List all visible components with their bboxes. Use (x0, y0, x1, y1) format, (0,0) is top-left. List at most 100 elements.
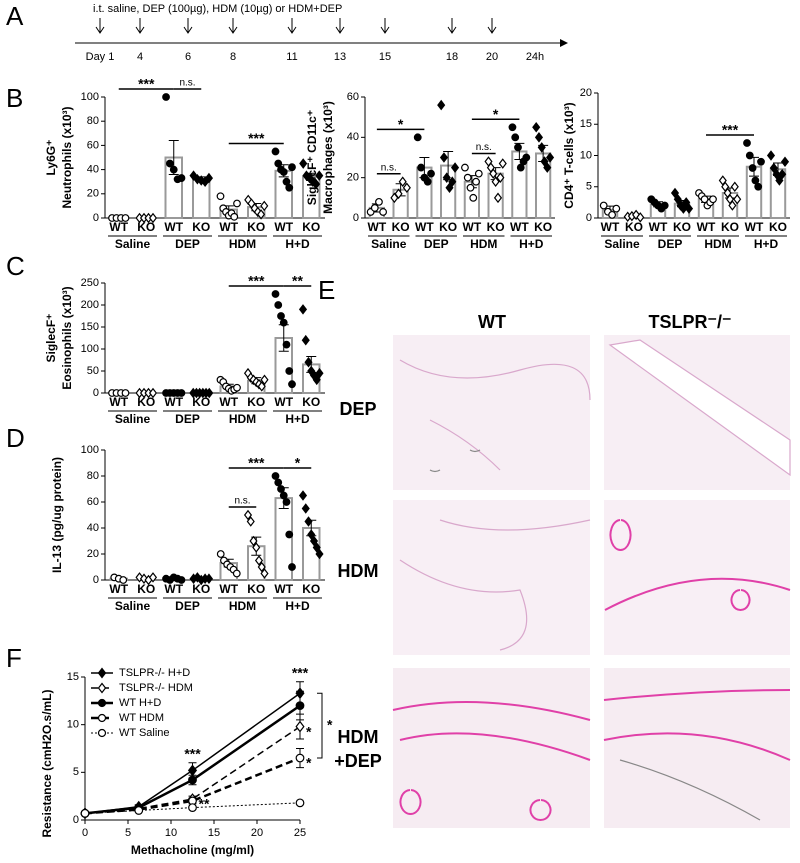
data-point (80, 808, 90, 818)
timeline-day: 4 (137, 51, 143, 63)
group-label: H+D (754, 237, 779, 251)
data-point (282, 498, 291, 506)
data-point (288, 163, 296, 172)
group-label: Saline (115, 599, 151, 613)
y-tick-label: 20 (87, 188, 99, 200)
data-point (766, 150, 776, 161)
data-point (169, 165, 178, 174)
data-point (165, 159, 174, 168)
data-point (249, 535, 258, 547)
y-axis-label: SiglecF⁺ (44, 313, 58, 362)
data-point (177, 576, 186, 584)
y-axis-label: Eosinophils (x10³) (60, 286, 74, 389)
dose-arrow-head (135, 26, 145, 34)
micrograph (393, 335, 590, 490)
data-point (463, 173, 472, 182)
y-tick-label: 60 (87, 496, 99, 508)
data-point (439, 152, 449, 163)
group-label: DEP (175, 599, 200, 613)
y-tick-label: 10 (580, 149, 592, 161)
data-point (299, 158, 308, 169)
data-point (177, 389, 186, 397)
data-point (312, 374, 321, 386)
data-point (257, 561, 266, 573)
data-point (748, 164, 757, 172)
data-point (279, 168, 288, 176)
bar (274, 169, 293, 219)
data-point (754, 182, 763, 191)
data-point (312, 542, 321, 553)
group-label: H+D (285, 412, 310, 426)
data-point (187, 764, 198, 777)
x-tick-label: KO (302, 220, 320, 234)
data-point (233, 383, 241, 392)
x-tick-label: KO (487, 220, 505, 234)
data-point (204, 573, 214, 584)
data-point (271, 290, 280, 298)
data-point (532, 121, 541, 133)
data-point (301, 503, 310, 514)
x-tick-label: WT (219, 220, 238, 234)
x-tick-label: KO (392, 220, 410, 234)
significance-label: ** (199, 796, 210, 812)
legend-marker (97, 682, 107, 694)
dose-arrow-head (335, 26, 345, 34)
significance-label: n.s. (381, 162, 397, 173)
data-point (757, 157, 765, 166)
data-point (243, 509, 253, 521)
data-point (733, 193, 742, 205)
data-point (508, 123, 517, 132)
data-point (780, 156, 790, 168)
data-point (709, 195, 717, 204)
significance-label: *** (248, 455, 265, 471)
group-label: Saline (604, 237, 640, 251)
data-point (543, 162, 552, 173)
x-tick-label: WT (164, 582, 183, 596)
x-tick-label: KO (439, 220, 457, 234)
data-point (728, 200, 737, 211)
x-tick-label: KO (247, 220, 265, 234)
data-point (205, 387, 214, 399)
column-label: WT (478, 312, 506, 332)
y-tick-label: 100 (81, 91, 99, 103)
data-point (540, 156, 549, 167)
x-tick-label: 10 (165, 827, 177, 839)
y-tick-label: 80 (87, 470, 99, 482)
x-tick-label: WT (463, 220, 482, 234)
data-point (398, 176, 407, 187)
y-axis-label: Ly6G⁺ (44, 140, 58, 176)
data-point (775, 175, 784, 186)
x-tick-label: KO (302, 395, 320, 409)
data-point (417, 163, 425, 172)
data-point (682, 197, 691, 208)
significance-label: *** (292, 664, 309, 680)
data-point (298, 490, 308, 501)
data-point (450, 162, 460, 173)
data-point (121, 214, 130, 222)
x-tick-label: KO (192, 220, 210, 234)
data-point (252, 542, 261, 553)
group-label: HDM (229, 412, 256, 426)
group-label: Saline (371, 237, 407, 251)
x-axis-label: Methacholine (mg/ml) (131, 843, 254, 857)
timeline-day: 11 (286, 51, 297, 63)
data-point (315, 548, 324, 560)
data-point (474, 169, 483, 178)
y-tick-label: 0 (93, 212, 99, 224)
data-point (312, 178, 321, 190)
y-tick-label: 0 (353, 212, 359, 224)
tissue (608, 339, 791, 477)
data-point (121, 389, 130, 397)
data-point (271, 472, 280, 480)
data-point (445, 182, 454, 194)
timeline-day: Day 1 (86, 51, 115, 63)
x-tick-label: KO (302, 582, 320, 596)
group-label: DEP (658, 237, 683, 251)
data-point (307, 529, 316, 540)
significance-label: *** (184, 746, 201, 762)
x-tick-label: WT (415, 220, 434, 234)
significance-label: * (493, 106, 499, 122)
x-tick-label: 0 (82, 827, 88, 839)
legend-marker (97, 667, 107, 679)
data-point (599, 201, 608, 210)
